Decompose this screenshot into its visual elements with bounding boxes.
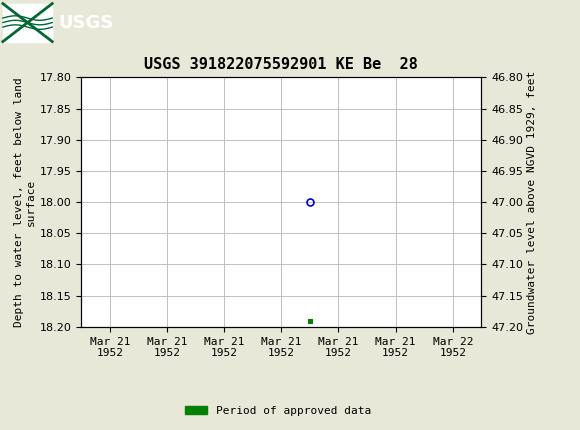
Bar [3,3,52,42]
Title: USGS 391822075592901 KE Be  28: USGS 391822075592901 KE Be 28 [144,57,418,72]
Legend: Period of approved data: Period of approved data [181,401,376,420]
Y-axis label: Groundwater level above NGVD 1929, feet: Groundwater level above NGVD 1929, feet [527,71,537,334]
Y-axis label: Depth to water level, feet below land
surface: Depth to water level, feet below land su… [14,77,35,327]
Text: USGS: USGS [58,14,113,31]
